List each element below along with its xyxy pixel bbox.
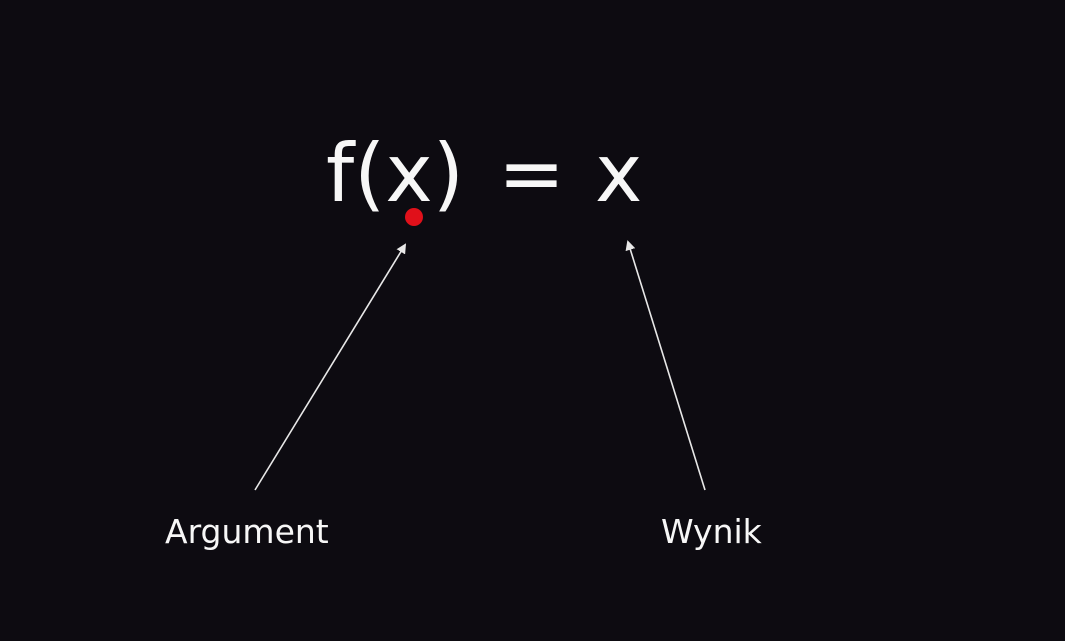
open-paren: ( xyxy=(354,127,386,220)
equals-sign: = xyxy=(497,127,565,220)
result-variable: x xyxy=(594,127,643,220)
argument-arrow-icon xyxy=(254,243,407,491)
result-arrow-icon xyxy=(625,240,706,491)
argument-label: Argument xyxy=(165,512,329,551)
close-paren: ) xyxy=(432,127,464,220)
function-name: f xyxy=(326,127,355,220)
argument-variable: x xyxy=(385,127,433,220)
function-formula: f ( x ) = x xyxy=(326,124,642,224)
result-label: Wynik xyxy=(661,512,762,551)
